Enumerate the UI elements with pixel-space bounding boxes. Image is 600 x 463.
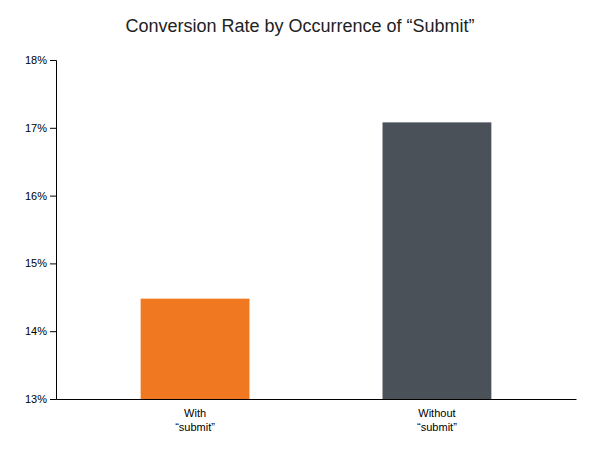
x-axis-line <box>57 399 577 400</box>
y-tick-mark <box>50 60 56 61</box>
plot: 13% 14% 15% 16% 17% 18% With “submit” Without “su… <box>25 54 577 433</box>
y-tick-label: 18% <box>25 54 47 66</box>
x-tick: With “submit” <box>175 407 215 433</box>
x-tick-label-line: With <box>184 407 206 419</box>
y-tick-label: 14% <box>25 325 47 337</box>
x-axis: With “submit” Without “submit” <box>57 400 577 434</box>
y-tick-label: 17% <box>25 122 47 134</box>
y-tick: 13% <box>25 393 56 405</box>
y-tick-mark <box>50 399 56 400</box>
title: Conversion Rate by Occurrence of “Submit… <box>125 16 474 36</box>
y-tick-label: 16% <box>25 190 47 202</box>
x-tick: Without “submit” <box>417 407 457 433</box>
y-tick-label: 13% <box>25 393 47 405</box>
x-tick-label-line: “submit” <box>417 421 457 433</box>
y-tick: 17% <box>25 122 56 134</box>
y-tick: 15% <box>25 257 56 269</box>
y-tick-mark <box>50 128 56 129</box>
y-tick-mark <box>50 196 56 197</box>
bars <box>141 122 492 399</box>
y-axis-line <box>50 61 57 400</box>
y-tick: 16% <box>25 190 56 202</box>
y-tick-label: 15% <box>25 257 47 269</box>
chart: 13% 14% 15% 16% 17% 18% With “submit” Without “su… <box>0 0 600 463</box>
y-tick: 18% <box>25 54 56 66</box>
x-tick-label: Without “submit” <box>417 407 457 433</box>
y-tick-mark <box>50 331 56 332</box>
x-tick-label-line: Without <box>418 407 455 419</box>
bar <box>383 122 492 399</box>
x-tick-label: With “submit” <box>175 407 215 433</box>
y-axis: 13% 14% 15% 16% 17% 18% <box>25 54 57 405</box>
y-tick: 14% <box>25 325 56 337</box>
bar <box>141 299 250 399</box>
x-tick-label-line: “submit” <box>175 421 215 433</box>
y-tick-mark <box>50 263 56 264</box>
